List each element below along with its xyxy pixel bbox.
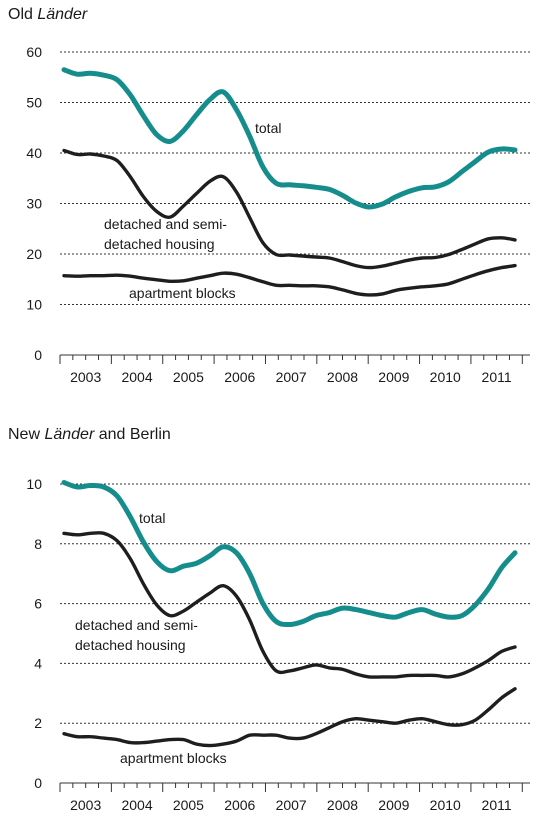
- x-tick-label: 2005: [173, 797, 204, 813]
- x-tick-label: 2009: [378, 797, 409, 813]
- series-line-apartment: [62, 263, 517, 297]
- x-tick-label: 2004: [121, 797, 152, 813]
- series-label-detached: detached housing: [75, 637, 186, 653]
- series-label-detached: detached and semi-: [75, 617, 198, 633]
- y-tick-label: 30: [26, 196, 42, 212]
- y-tick-label: 60: [26, 44, 42, 60]
- chart-title-suffix: and Berlin: [94, 426, 171, 443]
- series-label-apartment: apartment blocks: [120, 750, 227, 766]
- chart-title-italic: Länder: [44, 426, 95, 443]
- chart-title: New Länder and Berlin: [8, 426, 171, 444]
- y-tick-label: 2: [34, 715, 42, 731]
- chart-title-prefix: Old: [8, 6, 38, 23]
- chart-panel-new-laender-berlin: New Länder and Berlin 0 2 4 6 8 10 2003 2004 200…: [0, 420, 539, 818]
- y-tick-label: 0: [34, 347, 42, 363]
- series-line-apartment: [62, 687, 517, 748]
- x-tick-label: 2008: [327, 797, 358, 813]
- y-tick-label: 20: [26, 246, 42, 262]
- chart-old-laender: 0 10 20 30 40 50 60 2003 2004 2005 2006 2007 2008 200…: [26, 44, 530, 385]
- chart-title: Old Länder: [8, 6, 87, 24]
- y-tick-label: 40: [26, 145, 42, 161]
- x-tick-label: 2010: [430, 797, 461, 813]
- x-tick-label: 2011: [482, 369, 512, 385]
- x-tick-label: 2003: [70, 797, 101, 813]
- series-line-total: [61, 67, 518, 210]
- series-label-detached: detached housing: [104, 236, 215, 252]
- series-label-detached: detached and semi-: [104, 216, 227, 232]
- chart-new-laender-berlin: 0 2 4 6 8 10 2003 2004 2005 2006 2007 2008 2009 2010 2…: [26, 476, 530, 813]
- x-tick-label: 2006: [224, 797, 255, 813]
- y-tick-label: 6: [34, 596, 42, 612]
- y-tick-label: 8: [34, 536, 42, 552]
- x-tick-label: 2006: [224, 369, 255, 385]
- chart-title-prefix: New: [8, 426, 45, 443]
- series-label-total: total: [255, 120, 281, 136]
- chart-panel-old-laender: Old Länder 0 10 20 30 40 50 60 2003 2004 2005 2006…: [0, 0, 539, 400]
- x-tick-label: 2009: [378, 369, 409, 385]
- x-tick-label: 2004: [121, 369, 152, 385]
- series-line-total: [61, 480, 518, 628]
- x-tick-label: 2007: [276, 369, 307, 385]
- series-line-detached: [62, 531, 517, 679]
- y-tick-label: 10: [26, 297, 42, 313]
- x-tick-label: 2011: [482, 797, 512, 813]
- y-tick-label: 0: [34, 775, 42, 791]
- x-tick-label: 2010: [430, 369, 461, 385]
- x-tick-label: 2005: [173, 369, 204, 385]
- x-tick-label: 2007: [276, 797, 307, 813]
- series-label-total: total: [139, 510, 165, 526]
- x-tick-label: 2008: [327, 369, 358, 385]
- series-line-detached: [62, 148, 517, 270]
- chart-title-italic: Länder: [37, 6, 88, 23]
- x-tick-label: 2003: [70, 369, 101, 385]
- series-label-apartment: apartment blocks: [129, 285, 236, 301]
- y-tick-label: 10: [26, 476, 42, 492]
- y-tick-label: 50: [26, 95, 42, 111]
- y-tick-label: 4: [34, 655, 42, 671]
